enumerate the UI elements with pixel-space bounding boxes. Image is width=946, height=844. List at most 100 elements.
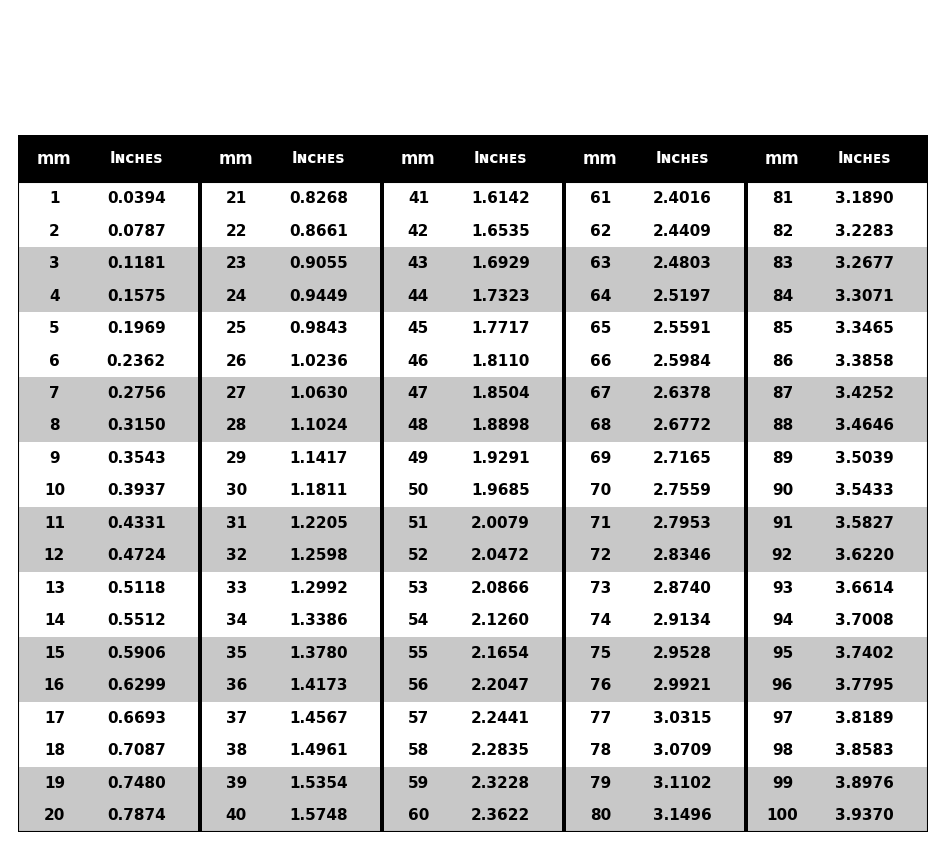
Text: 84: 84 bbox=[772, 289, 793, 304]
Text: 10: 10 bbox=[44, 484, 65, 499]
Bar bbox=[200, 799, 382, 832]
Bar bbox=[200, 280, 382, 312]
Text: 2.3228: 2.3228 bbox=[471, 776, 530, 791]
Bar bbox=[564, 247, 746, 280]
Text: mm: mm bbox=[37, 149, 72, 168]
Bar bbox=[382, 572, 564, 604]
Text: 0.9843: 0.9843 bbox=[289, 321, 348, 336]
Text: 2.6772: 2.6772 bbox=[653, 419, 711, 434]
Text: 0.6299: 0.6299 bbox=[107, 679, 166, 693]
Bar bbox=[200, 669, 382, 702]
Text: 0.2756: 0.2756 bbox=[107, 386, 166, 401]
Bar bbox=[18, 377, 200, 409]
Text: 21: 21 bbox=[226, 191, 247, 206]
Text: 1.7717: 1.7717 bbox=[471, 321, 530, 336]
Text: 73: 73 bbox=[589, 581, 611, 596]
Bar bbox=[746, 247, 928, 280]
Text: 2.9921: 2.9921 bbox=[653, 679, 711, 693]
Text: 95: 95 bbox=[772, 646, 793, 661]
Bar bbox=[564, 669, 746, 702]
Text: 2.0079: 2.0079 bbox=[471, 516, 530, 531]
Text: 3: 3 bbox=[49, 256, 60, 271]
Text: 0.9449: 0.9449 bbox=[289, 289, 348, 304]
Bar bbox=[746, 539, 928, 572]
Bar bbox=[746, 669, 928, 702]
Text: 25: 25 bbox=[226, 321, 247, 336]
Text: 0.7480: 0.7480 bbox=[107, 776, 166, 791]
Bar bbox=[564, 604, 746, 637]
Text: 57: 57 bbox=[408, 711, 429, 726]
Bar bbox=[382, 474, 564, 507]
Bar bbox=[200, 767, 382, 799]
Text: mm: mm bbox=[219, 149, 254, 168]
Text: 93: 93 bbox=[772, 581, 793, 596]
Text: 85: 85 bbox=[772, 321, 793, 336]
Text: 22: 22 bbox=[226, 224, 247, 239]
Bar bbox=[564, 572, 746, 604]
Text: 32: 32 bbox=[226, 549, 247, 564]
Text: 2.8740: 2.8740 bbox=[653, 581, 711, 596]
Text: 1.6535: 1.6535 bbox=[471, 224, 530, 239]
Bar bbox=[200, 377, 382, 409]
Text: 3.7795: 3.7795 bbox=[835, 679, 894, 693]
Text: 2.9134: 2.9134 bbox=[653, 614, 711, 629]
Bar bbox=[564, 637, 746, 669]
Bar bbox=[746, 215, 928, 247]
Bar bbox=[564, 442, 746, 474]
Text: 75: 75 bbox=[589, 646, 611, 661]
Text: 2.4803: 2.4803 bbox=[653, 256, 711, 271]
Text: 63: 63 bbox=[589, 256, 611, 271]
Text: Iɴᴄʜᴇs: Iɴᴄʜᴇs bbox=[110, 151, 163, 166]
Text: 3.4646: 3.4646 bbox=[834, 419, 894, 434]
Text: 39: 39 bbox=[226, 776, 247, 791]
Text: 2.1260: 2.1260 bbox=[471, 614, 530, 629]
Text: 18: 18 bbox=[44, 744, 65, 758]
Text: 3.5433: 3.5433 bbox=[835, 484, 894, 499]
Bar bbox=[200, 637, 382, 669]
Bar bbox=[382, 734, 564, 767]
Bar bbox=[564, 312, 746, 345]
Bar bbox=[746, 442, 928, 474]
Text: 2.7953: 2.7953 bbox=[653, 516, 711, 531]
Text: 44: 44 bbox=[408, 289, 429, 304]
Text: 1.9291: 1.9291 bbox=[471, 451, 530, 466]
Bar bbox=[18, 345, 200, 377]
Text: 27: 27 bbox=[226, 386, 247, 401]
Bar bbox=[746, 345, 928, 377]
Text: 3.0709: 3.0709 bbox=[653, 744, 711, 758]
Text: 69: 69 bbox=[589, 451, 611, 466]
Text: 9: 9 bbox=[49, 451, 60, 466]
Text: 0.4724: 0.4724 bbox=[107, 549, 166, 564]
Text: 0.8661: 0.8661 bbox=[289, 224, 348, 239]
Bar bbox=[18, 312, 200, 345]
Text: 3.1890: 3.1890 bbox=[835, 191, 894, 206]
Text: 8: 8 bbox=[49, 419, 60, 434]
Text: 0.8268: 0.8268 bbox=[289, 191, 348, 206]
Bar bbox=[382, 215, 564, 247]
Text: 2.6378: 2.6378 bbox=[653, 386, 711, 401]
Text: 2.4016: 2.4016 bbox=[653, 191, 711, 206]
Bar bbox=[746, 572, 928, 604]
Text: Iɴᴄʜᴇs: Iɴᴄʜᴇs bbox=[656, 151, 709, 166]
Text: 88: 88 bbox=[772, 419, 793, 434]
Bar bbox=[564, 474, 746, 507]
Text: 28: 28 bbox=[226, 419, 247, 434]
Text: 12: 12 bbox=[44, 549, 65, 564]
Text: 16: 16 bbox=[44, 679, 65, 693]
Bar bbox=[382, 702, 564, 734]
Text: 23: 23 bbox=[226, 256, 247, 271]
Bar bbox=[562, 135, 566, 832]
Bar bbox=[382, 135, 564, 182]
Text: 15: 15 bbox=[44, 646, 65, 661]
Text: 86: 86 bbox=[772, 354, 793, 369]
Bar bbox=[746, 377, 928, 409]
Text: 54: 54 bbox=[408, 614, 429, 629]
Bar bbox=[382, 799, 564, 832]
Text: 4: 4 bbox=[49, 289, 60, 304]
Text: 3.4252: 3.4252 bbox=[834, 386, 894, 401]
Bar bbox=[18, 135, 200, 182]
Bar bbox=[200, 539, 382, 572]
Bar bbox=[746, 702, 928, 734]
Bar bbox=[200, 507, 382, 539]
Text: 3.2677: 3.2677 bbox=[834, 256, 894, 271]
